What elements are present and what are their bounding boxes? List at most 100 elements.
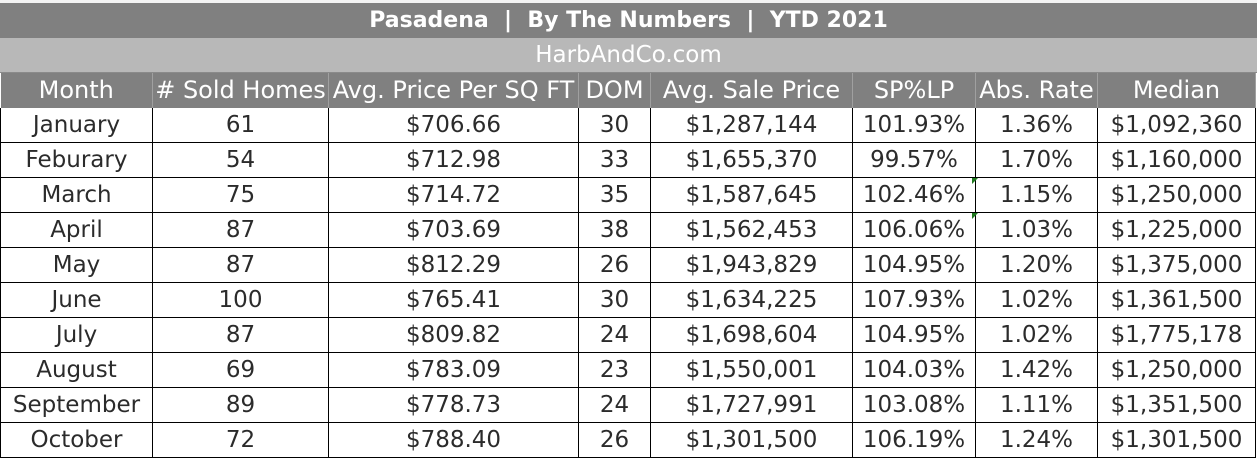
- cell-sp-lp[interactable]: 103.08%: [852, 387, 976, 423]
- cell-sp-lp[interactable]: 106.06%: [852, 212, 976, 248]
- cell-avg-sale-price[interactable]: $1,587,645: [650, 177, 853, 213]
- cell-dom[interactable]: 35: [578, 177, 651, 213]
- table-row: May 87 $812.29 26 $1,943,829 104.95% 1.20% $1,3…: [0, 247, 1256, 283]
- column-header-price-per-sqft: Avg. Price Per SQ FT: [328, 73, 579, 108]
- cell-avg-sale-price[interactable]: $1,943,829: [650, 247, 853, 283]
- cell-avg-sale-price[interactable]: $1,634,225: [650, 282, 853, 318]
- cell-month[interactable]: October: [0, 422, 153, 458]
- cell-median[interactable]: $1,225,000: [1097, 212, 1256, 248]
- cell-sp-lp[interactable]: 107.93%: [852, 282, 976, 318]
- cell-month[interactable]: September: [0, 387, 153, 423]
- cell-abs-rate[interactable]: 1.02%: [975, 317, 1098, 353]
- cell-median[interactable]: $1,250,000: [1097, 352, 1256, 388]
- cell-dom[interactable]: 30: [578, 282, 651, 318]
- cell-avg-sale-price[interactable]: $1,727,991: [650, 387, 853, 423]
- cell-avg-sale-price[interactable]: $1,287,144: [650, 108, 853, 143]
- cell-month[interactable]: June: [0, 282, 153, 318]
- table-row: August 69 $783.09 23 $1,550,001 104.03% 1.42% $…: [0, 352, 1256, 388]
- top-gridline-strip: [0, 0, 1257, 3]
- cell-median[interactable]: $1,775,178: [1097, 317, 1256, 353]
- cell-price-per-sqft[interactable]: $778.73: [328, 387, 579, 423]
- table-row: March 75 $714.72 35 $1,587,645 102.46% 1.15% $1…: [0, 177, 1256, 213]
- cell-median[interactable]: $1,375,000: [1097, 247, 1256, 283]
- cell-avg-sale-price[interactable]: $1,301,500: [650, 422, 853, 458]
- cell-avg-sale-price[interactable]: $1,550,001: [650, 352, 853, 388]
- cell-sp-lp[interactable]: 101.93%: [852, 108, 976, 143]
- cell-median[interactable]: $1,301,500: [1097, 422, 1256, 458]
- cell-dom[interactable]: 24: [578, 317, 651, 353]
- cell-avg-sale-price[interactable]: $1,562,453: [650, 212, 853, 248]
- table-row: January 61 $706.66 30 $1,287,144 101.93% 1.36%…: [0, 108, 1256, 143]
- table-row: October 72 $788.40 26 $1,301,500 106.19% 1.24%…: [0, 422, 1256, 458]
- cell-dom[interactable]: 26: [578, 247, 651, 283]
- cell-dom[interactable]: 38: [578, 212, 651, 248]
- column-header-sp-lp: SP%LP: [852, 73, 976, 108]
- cell-sold-homes[interactable]: 87: [152, 212, 329, 248]
- header-row: Month # Sold Homes Avg. Price Per SQ FT DOM…: [0, 73, 1256, 108]
- cell-price-per-sqft[interactable]: $812.29: [328, 247, 579, 283]
- cell-sold-homes[interactable]: 72: [152, 422, 329, 458]
- cell-dom[interactable]: 23: [578, 352, 651, 388]
- cell-abs-rate[interactable]: 1.20%: [975, 247, 1098, 283]
- cell-dom[interactable]: 33: [578, 142, 651, 178]
- cell-abs-rate[interactable]: 1.42%: [975, 352, 1098, 388]
- cell-sp-lp[interactable]: 104.95%: [852, 317, 976, 353]
- cell-month[interactable]: July: [0, 317, 153, 353]
- cell-sold-homes[interactable]: 61: [152, 108, 329, 143]
- cell-abs-rate[interactable]: 1.24%: [975, 422, 1098, 458]
- cell-median[interactable]: $1,250,000: [1097, 177, 1256, 213]
- column-header-median: Median: [1097, 73, 1256, 108]
- cell-price-per-sqft[interactable]: $706.66: [328, 108, 579, 143]
- cell-abs-rate[interactable]: 1.70%: [975, 142, 1098, 178]
- cell-avg-sale-price[interactable]: $1,655,370: [650, 142, 853, 178]
- cell-sold-homes[interactable]: 54: [152, 142, 329, 178]
- cell-month[interactable]: April: [0, 212, 153, 248]
- cell-sold-homes[interactable]: 87: [152, 317, 329, 353]
- cell-abs-rate[interactable]: 1.36%: [975, 108, 1098, 143]
- cell-sp-lp[interactable]: 104.95%: [852, 247, 976, 283]
- cell-dom[interactable]: 26: [578, 422, 651, 458]
- cell-month[interactable]: May: [0, 247, 153, 283]
- cell-abs-rate[interactable]: 1.03%: [975, 212, 1098, 248]
- table-title: Pasadena | By The Numbers | YTD 2021: [0, 3, 1257, 39]
- cell-abs-rate[interactable]: 1.11%: [975, 387, 1098, 423]
- cell-price-per-sqft[interactable]: $712.98: [328, 142, 579, 178]
- column-header-abs-rate: Abs. Rate: [975, 73, 1098, 108]
- data-table: Month # Sold Homes Avg. Price Per SQ FT DOM…: [0, 73, 1256, 458]
- cell-price-per-sqft[interactable]: $783.09: [328, 352, 579, 388]
- cell-price-per-sqft[interactable]: $788.40: [328, 422, 579, 458]
- cell-sp-lp[interactable]: 99.57%: [852, 142, 976, 178]
- cell-sp-lp[interactable]: 104.03%: [852, 352, 976, 388]
- cell-month[interactable]: March: [0, 177, 153, 213]
- cell-comment-indicator[interactable]: [972, 213, 978, 219]
- cell-median[interactable]: $1,160,000: [1097, 142, 1256, 178]
- cell-dom[interactable]: 30: [578, 108, 651, 143]
- cell-sp-lp[interactable]: 102.46%: [852, 177, 976, 213]
- column-header-month: Month: [0, 73, 153, 108]
- cell-sold-homes[interactable]: 87: [152, 247, 329, 283]
- cell-sold-homes[interactable]: 75: [152, 177, 329, 213]
- cell-price-per-sqft[interactable]: $765.41: [328, 282, 579, 318]
- column-header-avg-sale-price: Avg. Sale Price: [650, 73, 853, 108]
- cell-sold-homes[interactable]: 100: [152, 282, 329, 318]
- cell-price-per-sqft[interactable]: $714.72: [328, 177, 579, 213]
- cell-abs-rate[interactable]: 1.15%: [975, 177, 1098, 213]
- cell-dom[interactable]: 24: [578, 387, 651, 423]
- cell-price-per-sqft[interactable]: $703.69: [328, 212, 579, 248]
- table-row: June 100 $765.41 30 $1,634,225 107.93% 1.02% $1…: [0, 282, 1256, 318]
- cell-sold-homes[interactable]: 89: [152, 387, 329, 423]
- cell-month[interactable]: August: [0, 352, 153, 388]
- cell-price-per-sqft[interactable]: $809.82: [328, 317, 579, 353]
- cell-sp-lp[interactable]: 106.19%: [852, 422, 976, 458]
- cell-month[interactable]: January: [0, 108, 153, 143]
- cell-sold-homes[interactable]: 69: [152, 352, 329, 388]
- table-row: September 89 $778.73 24 $1,727,991 103.08% 1.1…: [0, 387, 1256, 423]
- cell-month[interactable]: Feburary: [0, 142, 153, 178]
- cell-abs-rate[interactable]: 1.02%: [975, 282, 1098, 318]
- cell-avg-sale-price[interactable]: $1,698,604: [650, 317, 853, 353]
- cell-comment-indicator[interactable]: [972, 178, 978, 184]
- cell-median[interactable]: $1,361,500: [1097, 282, 1256, 318]
- cell-median[interactable]: $1,092,360: [1097, 108, 1256, 143]
- cell-median[interactable]: $1,351,500: [1097, 387, 1256, 423]
